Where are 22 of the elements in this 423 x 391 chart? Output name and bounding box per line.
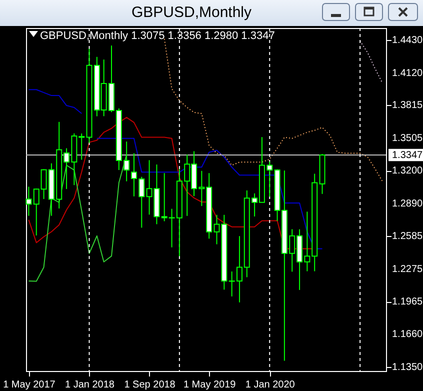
line-series — [28, 154, 128, 282]
y-tick-label: 1.2275 — [392, 264, 423, 275]
y-tick-label: 1.2890 — [392, 198, 423, 210]
x-tick-label: 1 Sep 2018 — [124, 380, 176, 390]
line-series — [360, 40, 383, 84]
ref-line-label: 1.3347 — [392, 150, 423, 161]
x-tick-label: 1 Jan 2020 — [245, 380, 296, 390]
y-tick-label: 1.1660 — [392, 329, 423, 340]
y-tick-label: 1.2585 — [392, 230, 423, 242]
y-tick-label: 1.3815 — [392, 100, 423, 112]
y-tick-label: 1.1965 — [392, 296, 423, 308]
line-series — [164, 38, 383, 182]
y-tick-label: 1.3505 — [392, 133, 423, 144]
y-tick-label: 1.1350 — [392, 362, 423, 374]
x-tick-label: 1 Jan 2018 — [65, 380, 115, 390]
x-tick-label: 1 May 2019 — [183, 380, 236, 390]
chart-title: GBPUSD,Monthly — [130, 4, 253, 21]
y-tick-label: 1.4120 — [392, 68, 423, 79]
x-tick-label: 1 May 2017 — [3, 380, 56, 390]
y-tick-label: 1.3200 — [392, 166, 423, 177]
y-tick-label: 1.4430 — [392, 34, 423, 46]
chart-subtitle: GBPUSD,Monthly 1.3075 1.3356 1.2980 1.3347 — [40, 30, 275, 42]
